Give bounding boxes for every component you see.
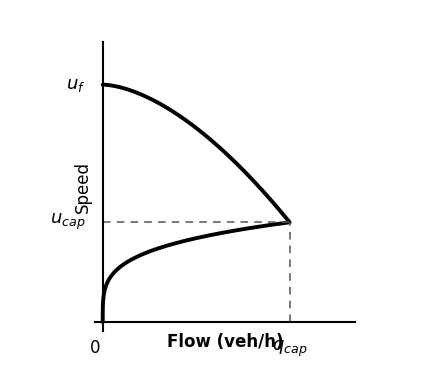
X-axis label: Flow (veh/h): Flow (veh/h) <box>167 333 284 351</box>
Text: 0: 0 <box>90 339 100 357</box>
Text: $u_{cap}$: $u_{cap}$ <box>50 212 86 232</box>
Text: $u_f$: $u_f$ <box>67 76 86 94</box>
Text: $q_{cap}$: $q_{cap}$ <box>272 339 307 359</box>
Y-axis label: Speed: Speed <box>74 161 92 213</box>
